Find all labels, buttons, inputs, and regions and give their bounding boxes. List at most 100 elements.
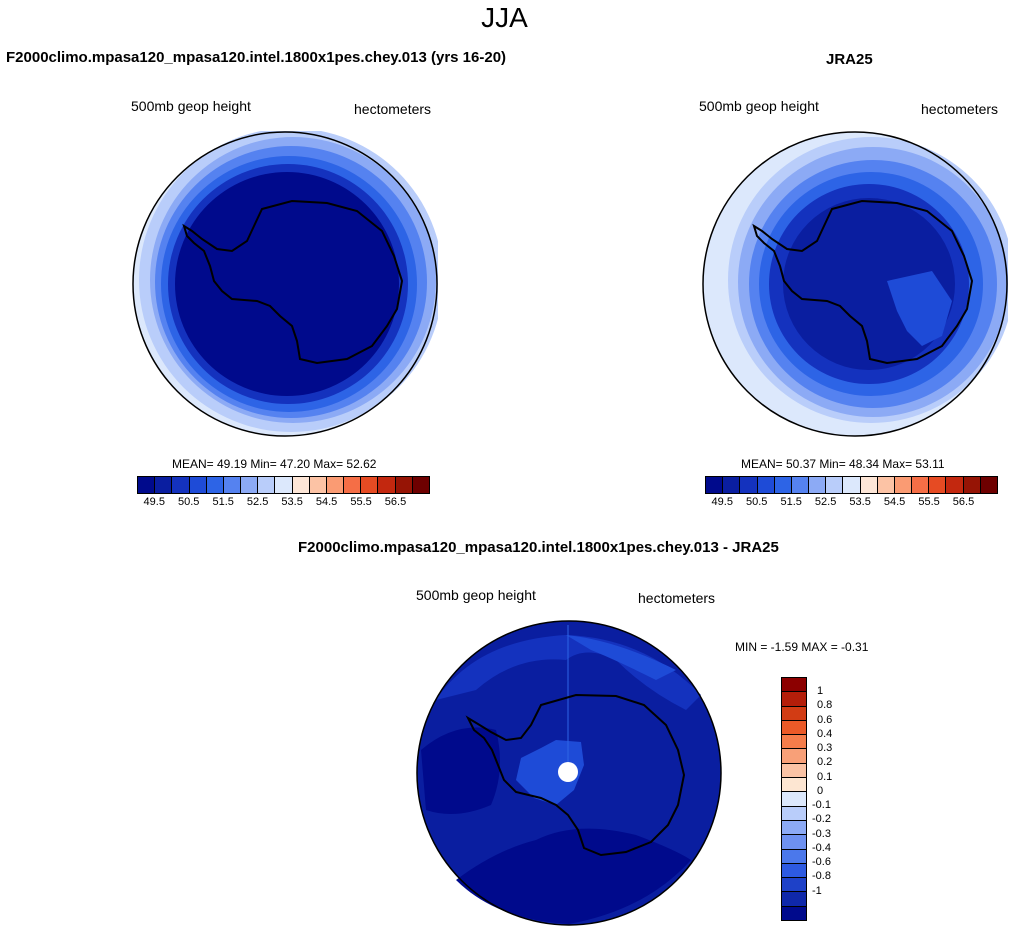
colorbar-swatch (774, 477, 792, 493)
colorbar-swatch (782, 835, 806, 850)
colorbar-tick-label: -0.3 (812, 827, 831, 840)
colorbar-swatch (946, 477, 964, 493)
colorbar-tick-label: 0.4 (817, 727, 833, 740)
model-colorbar-ticks: 49.5 50.5 51.5 52.5 53.5 54.5 55.5 56.5 (137, 494, 430, 508)
colorbar-tick-label: 0.1 (817, 770, 833, 783)
colorbar-swatch (782, 878, 806, 893)
colorbar-swatch (929, 477, 947, 493)
colorbar-swatch (782, 735, 806, 750)
colorbar-swatch (782, 720, 806, 736)
diff-stats: MIN = -1.59 MAX = -0.31 (735, 640, 869, 654)
colorbar-tick-label: 49.5 (711, 496, 733, 508)
diff-units-label: hectometers (638, 590, 716, 606)
obs-colorbar: 49.5 50.5 51.5 52.5 53.5 54.5 55.5 56.5 (705, 476, 998, 508)
colorbar-swatch (809, 477, 827, 493)
colorbar-tick-label: 54.5 (883, 496, 906, 508)
colorbar-swatch (241, 477, 259, 493)
colorbar-swatch (172, 477, 190, 493)
colorbar-swatch (791, 477, 810, 493)
colorbar-tick-label: -0.1 (812, 799, 831, 812)
colorbar-swatch (309, 477, 327, 493)
colorbar-tick-label: 54.5 (315, 496, 338, 508)
diff-variable-label: 500mb geop height (416, 587, 536, 603)
diff-colorbar (781, 677, 807, 921)
obs-variable-label: 500mb geop height (699, 98, 819, 114)
colorbar-swatch (782, 863, 806, 879)
colorbar-tick-label: 51.5 (780, 496, 802, 508)
model-variable-label: 500mb geop height (131, 98, 251, 114)
colorbar-swatch (740, 477, 758, 493)
colorbar-tick-label: 50.5 (177, 496, 200, 508)
colorbar-tick-label: 55.5 (918, 496, 940, 508)
colorbar-swatch (963, 477, 981, 493)
colorbar-swatch (326, 477, 345, 493)
colorbar-tick-label: 49.5 (143, 496, 165, 508)
colorbar-tick-label: -1 (812, 884, 822, 897)
colorbar-swatch (843, 477, 861, 493)
diff-polar-map (416, 620, 722, 926)
colorbar-swatch (378, 477, 396, 493)
colorbar-swatch (723, 477, 741, 493)
colorbar-swatch (782, 763, 806, 779)
obs-colorbar-swatches (705, 476, 998, 494)
colorbar-swatch (361, 477, 379, 493)
diff-panel-title: F2000climo.mpasa120_mpasa120.intel.1800x… (298, 539, 779, 556)
model-panel-title: F2000climo.mpasa120_mpasa120.intel.1800x… (6, 49, 507, 66)
colorbar-swatch (782, 906, 806, 921)
diff-colorbar-ticks: 1 0.8 0.6 0.4 0.3 0.2 0.1 0 -0.1 -0.2 -0.3 -0.4 -0.6… (812, 677, 852, 919)
colorbar-tick-label: 1 (817, 685, 824, 698)
colorbar-tick-label: 55.5 (350, 496, 372, 508)
antarctica-coastline (182, 199, 404, 365)
colorbar-tick-label: 52.5 (814, 496, 837, 508)
colorbar-tick-label: 0.8 (817, 699, 833, 712)
colorbar-swatch (223, 477, 242, 493)
colorbar-swatch (189, 477, 207, 493)
colorbar-swatch (782, 892, 806, 907)
colorbar-swatch (782, 792, 806, 807)
colorbar-swatch (206, 477, 224, 493)
colorbar-swatch (782, 706, 806, 721)
colorbar-tick-label: 56.5 (952, 496, 975, 508)
colorbar-swatch (894, 477, 913, 493)
colorbar-swatch (826, 477, 844, 493)
colorbar-swatch (138, 477, 156, 493)
colorbar-tick-label: -0.6 (812, 856, 831, 869)
colorbar-tick-label: 50.5 (745, 496, 768, 508)
colorbar-swatch (757, 477, 775, 493)
colorbar-swatch (258, 477, 276, 493)
colorbar-swatch (860, 477, 878, 493)
colorbar-swatch (155, 477, 173, 493)
colorbar-swatch (782, 806, 806, 821)
colorbar-swatch (395, 477, 413, 493)
model-polar-map (132, 131, 438, 437)
colorbar-swatch (412, 477, 429, 493)
colorbar-swatch (292, 477, 310, 493)
colorbar-swatch (782, 692, 806, 707)
colorbar-tick-label: 51.5 (212, 496, 234, 508)
colorbar-tick-label: 56.5 (384, 496, 407, 508)
obs-panel-title: JRA25 (826, 51, 873, 68)
colorbar-swatch (980, 477, 997, 493)
colorbar-swatch (782, 678, 806, 693)
colorbar-swatch (706, 477, 724, 493)
colorbar-swatch (912, 477, 930, 493)
model-stats: MEAN= 49.19 Min= 47.20 Max= 52.62 (172, 457, 377, 471)
colorbar-swatch (275, 477, 293, 493)
colorbar-tick-label: -0.2 (812, 813, 831, 826)
model-colorbar-swatches (137, 476, 430, 494)
obs-colorbar-ticks: 49.5 50.5 51.5 52.5 53.5 54.5 55.5 56.5 (705, 494, 998, 508)
colorbar-tick-label: 53.5 (849, 496, 871, 508)
figure-title: JJA (481, 2, 528, 33)
colorbar-swatch (782, 849, 806, 864)
antarctica-coastline (465, 693, 686, 857)
colorbar-swatch (344, 477, 362, 493)
colorbar-tick-label: 0.3 (817, 742, 833, 755)
obs-polar-map (702, 131, 1008, 437)
model-colorbar: 49.5 50.5 51.5 52.5 53.5 54.5 55.5 56.5 (137, 476, 430, 508)
obs-stats: MEAN= 50.37 Min= 48.34 Max= 53.11 (741, 457, 945, 471)
colorbar-swatch (782, 820, 806, 836)
colorbar-tick-label: 53.5 (281, 496, 303, 508)
colorbar-tick-label: 0 (817, 784, 824, 797)
antarctica-coastline (752, 199, 974, 365)
colorbar-tick-label: 0.6 (817, 713, 833, 726)
